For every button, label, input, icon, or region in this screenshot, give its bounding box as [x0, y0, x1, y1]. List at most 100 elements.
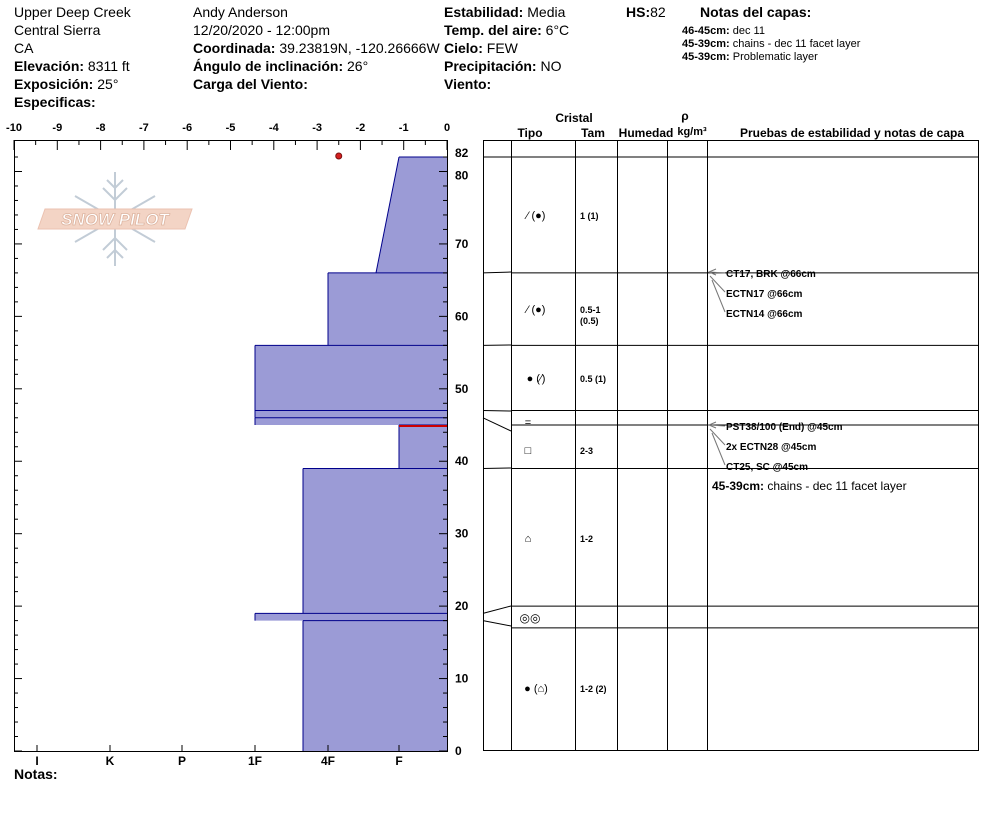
- height-tick-label: 60: [455, 309, 469, 323]
- hardness-tick-label: P: [178, 754, 186, 768]
- rho-header: ρ: [681, 109, 688, 123]
- temperature-tick-label: -10: [6, 122, 22, 134]
- table-note-text: chains - dec 11 facet layer: [767, 479, 906, 493]
- stability-test: 2x ECTN28 @45cm: [726, 442, 816, 453]
- snowpilot-logo: SNOW PILOT: [37, 172, 193, 266]
- table-layer-connector: [482, 620, 512, 627]
- sky-label: Cielo:: [444, 40, 483, 56]
- test-arrows: [707, 268, 726, 466]
- layer-type: ⌂: [525, 533, 532, 545]
- cristal-header: Cristal: [555, 111, 592, 125]
- datetime: 12/20/2020 - 12:00pm: [193, 22, 330, 38]
- temperature-tick-label: 0: [444, 122, 450, 134]
- temperature-tick-label: -9: [52, 122, 62, 134]
- layer-type: =: [525, 417, 531, 429]
- layer-notes-title: Notas del capas:: [700, 4, 812, 20]
- hardness-tick-label: F: [395, 754, 402, 768]
- elevation-value: 8311 ft: [87, 58, 130, 74]
- layer-type: ◎◎: [520, 611, 541, 625]
- elevation: Elevación: 8311 ft: [14, 58, 130, 74]
- stability-test: CT17, BRK @66cm: [726, 269, 816, 280]
- layer-type: ⁄ (●): [524, 304, 546, 316]
- sky-value: FEW: [486, 40, 518, 56]
- height-tick-label: 82: [455, 146, 469, 160]
- table-note-range: 45-39cm:: [712, 479, 764, 493]
- stability: Estabilidad: Media: [444, 4, 565, 20]
- stability-value: Media: [527, 4, 566, 20]
- height-tick-label: 40: [455, 454, 469, 468]
- layer-note-text: chains - dec 11 facet layer: [732, 38, 861, 50]
- height-tick-label: 70: [455, 237, 469, 251]
- elevation-label: Elevación:: [14, 58, 85, 74]
- layer-size: 0.5 (1): [580, 374, 606, 384]
- tests-header: Pruebas de estabilidad y notas de capa: [740, 126, 964, 140]
- tam-header: Tam: [581, 126, 605, 140]
- temperature-tick-label: -6: [182, 122, 192, 134]
- layer-table-note: 45-39cm: chains - dec 11 facet layer: [712, 479, 907, 493]
- density-header: kg/m³: [677, 126, 707, 138]
- mountain-range: Central Sierra: [14, 22, 101, 38]
- location-name: Upper Deep Creek: [14, 4, 131, 20]
- stability-test: PST38/100 (End) @45cm: [726, 422, 843, 433]
- hardness-layer-side-edge: [375, 156, 400, 273]
- layer-note-range: 45-39cm:: [682, 38, 730, 50]
- snow-temperature-point: [335, 152, 343, 160]
- hs-label: HS:: [626, 4, 651, 20]
- temperature-tick-label: -7: [139, 122, 149, 134]
- slope-value: 26°: [347, 58, 369, 74]
- stability-label: Estabilidad:: [444, 4, 524, 20]
- state: CA: [14, 40, 34, 56]
- layer-type: ● (⌂): [524, 683, 548, 695]
- precipitation: Precipitación: NO: [444, 58, 561, 74]
- layer-note: 45-39cm: Problematic layer: [682, 51, 818, 63]
- stability-test: CT25, SC @45cm: [726, 462, 808, 473]
- wind: Viento:: [444, 76, 491, 92]
- coord-value: 39.23819N, -120.26666W: [279, 40, 440, 56]
- layer-type: ● (⁄): [527, 373, 546, 385]
- notes-label: Notas:: [14, 766, 58, 782]
- airtemp-value: 6°C: [545, 22, 570, 38]
- temperature-tick-label: -1: [399, 122, 409, 134]
- air-temperature: Temp. del aire: 6°C: [444, 22, 569, 38]
- temperature-tick-label: -8: [96, 122, 106, 134]
- coord-label: Coordinada:: [193, 40, 276, 56]
- table-layer-connector: [482, 417, 512, 432]
- hardness-tick-label: 1F: [248, 754, 262, 768]
- hardness-tick-label: K: [106, 754, 115, 768]
- layer-size: (0.5): [580, 316, 599, 326]
- layer-note: 46-45cm: dec 11: [682, 25, 765, 37]
- height-tick-label: 80: [455, 168, 469, 182]
- sky-cover: Cielo: FEW: [444, 40, 518, 56]
- wind-loading: Carga del Viento:: [193, 76, 308, 92]
- humedad-header: Humedad: [619, 126, 674, 140]
- aspect-label: Exposición:: [14, 76, 94, 92]
- height-tick-label: 20: [455, 599, 469, 613]
- height-tick-label: 0: [455, 744, 462, 758]
- layer-note-range: 46-45cm:: [682, 25, 730, 37]
- temperature-tick-label: -5: [226, 122, 236, 134]
- layer-type: □: [525, 445, 532, 457]
- aspect-value: 25°: [97, 76, 119, 92]
- slope-label: Ángulo de inclinación:: [193, 58, 344, 74]
- hardness-profile-area: [255, 157, 447, 751]
- logo-text: SNOW PILOT: [61, 210, 170, 229]
- layer-type: ⁄ (●): [524, 210, 546, 222]
- hs-value: 82: [650, 4, 666, 20]
- layer-size: 1 (1): [580, 211, 599, 221]
- layer-size: 1-2: [580, 534, 593, 544]
- coordinates: Coordinada: 39.23819N, -120.26666W: [193, 40, 440, 56]
- table-layer-connector: [482, 605, 512, 614]
- windload-label: Carga del Viento:: [193, 76, 308, 92]
- stability-test: ECTN14 @66cm: [726, 309, 803, 320]
- height-tick-label: 10: [455, 672, 469, 686]
- layer-note-range: 45-39cm:: [682, 51, 730, 63]
- layer-size: 2-3: [580, 446, 593, 456]
- observer: Andy Anderson: [193, 4, 288, 20]
- temperature-tick-label: -4: [269, 122, 280, 134]
- airtemp-label: Temp. del aire:: [444, 22, 542, 38]
- temperature-tick-label: -2: [356, 122, 366, 134]
- snow-height: HS:82: [626, 4, 666, 20]
- precip-label: Precipitación:: [444, 58, 537, 74]
- layer-note-text: Problematic layer: [732, 51, 818, 63]
